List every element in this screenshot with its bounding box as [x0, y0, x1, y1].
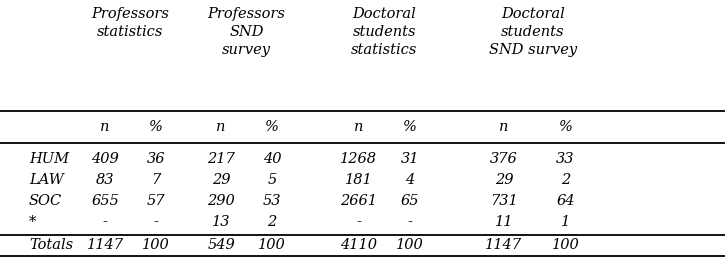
Text: 33: 33	[556, 152, 575, 166]
Text: 29: 29	[212, 173, 231, 187]
Text: -: -	[154, 216, 158, 229]
Text: %: %	[149, 120, 163, 134]
Text: n: n	[355, 120, 363, 134]
Text: 376: 376	[490, 152, 518, 166]
Text: 64: 64	[556, 194, 575, 208]
Text: 731: 731	[490, 194, 518, 208]
Text: 36: 36	[146, 152, 165, 166]
Text: 2: 2	[268, 216, 276, 229]
Text: 1: 1	[561, 216, 570, 229]
Text: -: -	[103, 216, 107, 229]
Text: 100: 100	[552, 238, 579, 252]
Text: 7: 7	[152, 173, 160, 187]
Text: %: %	[265, 120, 279, 134]
Text: 13: 13	[212, 216, 231, 229]
Text: 100: 100	[142, 238, 170, 252]
Text: 57: 57	[146, 194, 165, 208]
Text: 53: 53	[262, 194, 281, 208]
Text: 11: 11	[494, 216, 513, 229]
Text: 4110: 4110	[340, 238, 378, 252]
Text: n: n	[500, 120, 508, 134]
Text: 217: 217	[207, 152, 235, 166]
Text: 1147: 1147	[485, 238, 523, 252]
Text: *: *	[29, 216, 36, 229]
Text: %: %	[558, 120, 573, 134]
Text: 1268: 1268	[340, 152, 378, 166]
Text: Doctoral
students
SND survey: Doctoral students SND survey	[489, 8, 577, 57]
Text: Doctoral
students
statistics: Doctoral students statistics	[351, 8, 418, 57]
Text: -: -	[357, 216, 361, 229]
Text: LAW: LAW	[29, 173, 64, 187]
Text: 65: 65	[400, 194, 419, 208]
Text: 31: 31	[400, 152, 419, 166]
Text: 1147: 1147	[86, 238, 124, 252]
Text: %: %	[402, 120, 417, 134]
Text: 100: 100	[396, 238, 423, 252]
Text: -: -	[407, 216, 412, 229]
Text: n: n	[101, 120, 109, 134]
Text: 29: 29	[494, 173, 513, 187]
Text: 2: 2	[561, 173, 570, 187]
Text: n: n	[217, 120, 225, 134]
Text: 290: 290	[207, 194, 235, 208]
Text: 549: 549	[207, 238, 235, 252]
Text: 83: 83	[96, 173, 115, 187]
Text: 40: 40	[262, 152, 281, 166]
Text: Totals: Totals	[29, 238, 73, 252]
Text: HUM: HUM	[29, 152, 69, 166]
Text: Professors
statistics: Professors statistics	[91, 8, 170, 39]
Text: 100: 100	[258, 238, 286, 252]
Text: 181: 181	[345, 173, 373, 187]
Text: 409: 409	[91, 152, 119, 166]
Text: Professors
SND
survey: Professors SND survey	[207, 8, 286, 57]
Text: 655: 655	[91, 194, 119, 208]
Text: SOC: SOC	[29, 194, 62, 208]
Text: 2661: 2661	[340, 194, 378, 208]
Text: 4: 4	[405, 173, 414, 187]
Text: 5: 5	[268, 173, 276, 187]
